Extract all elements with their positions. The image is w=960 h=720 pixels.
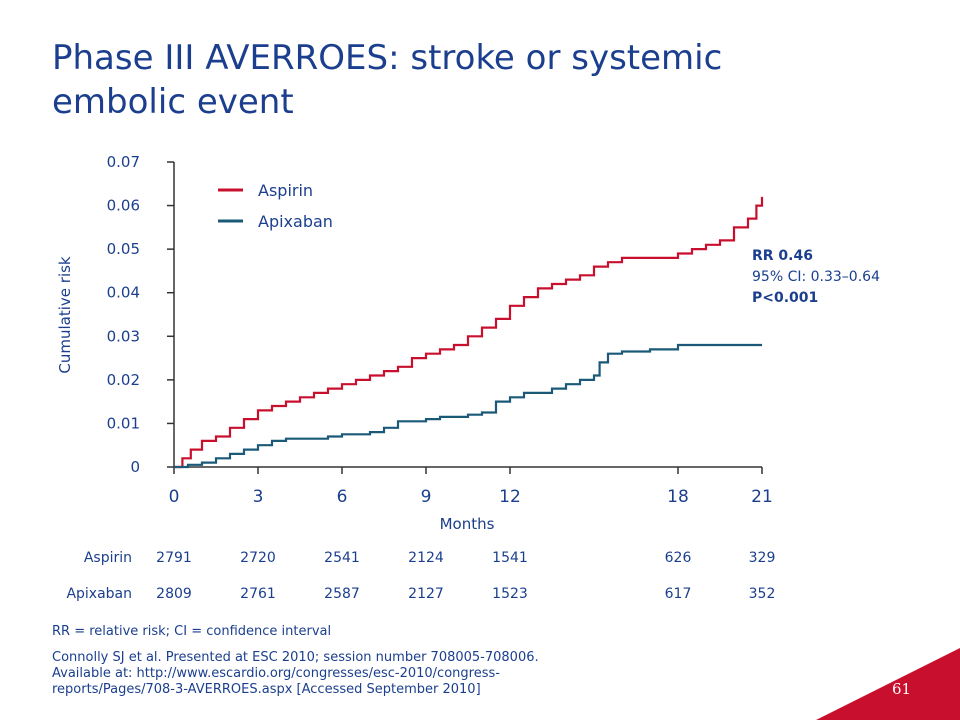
rr-value: RR 0.46 [752, 248, 813, 264]
legend-label-aspirin: Aspirin [258, 181, 313, 200]
y-tick-label: 0 [130, 458, 140, 476]
at-risk-value: 2791 [156, 550, 192, 566]
ci-value: 95% CI: 0.33–0.64 [752, 269, 880, 285]
at-risk-value: 2124 [408, 550, 444, 566]
at-risk-value: 352 [749, 586, 776, 602]
at-risk-value: 2720 [240, 550, 276, 566]
x-tick-label: 6 [337, 487, 348, 507]
at-risk-value: 329 [749, 550, 776, 566]
at-risk-value: 2541 [324, 550, 360, 566]
reference-line: Available at: http://www.escardio.org/co… [52, 666, 500, 681]
y-tick-label: 0.03 [107, 327, 140, 345]
y-tick-label: 0.01 [107, 414, 140, 432]
x-tick-label: 0 [169, 487, 180, 507]
at-risk-value: 2127 [408, 586, 444, 602]
y-tick-label: 0.05 [107, 240, 140, 258]
rr-stats: RR 0.46 95% CI: 0.33–0.64 P<0.001 [752, 246, 880, 309]
at-risk-row-label: Apixaban [66, 586, 132, 602]
y-tick-label: 0.04 [107, 284, 140, 302]
at-risk-value: 1541 [492, 550, 528, 566]
x-tick-label: 3 [253, 487, 264, 507]
series-line-apixaban [174, 343, 762, 469]
x-tick-label: 18 [667, 487, 689, 507]
at-risk-value: 2587 [324, 586, 360, 602]
x-tick-label: 9 [421, 487, 432, 507]
reference-line: reports/Pages/708-3-AVERROES.aspx [Acces… [52, 682, 481, 697]
corner-decoration [816, 648, 960, 720]
at-risk-value: 617 [665, 586, 692, 602]
at-risk-value: 626 [665, 550, 692, 566]
slide-title: Phase III AVERROES: stroke or systemic e… [52, 38, 723, 122]
x-axis-label: Months [440, 515, 495, 533]
reference: Connolly SJ et al. Presented at ESC 2010… [52, 650, 672, 698]
y-tick-label: 0.02 [107, 371, 140, 389]
at-risk-row-label: Aspirin [84, 550, 132, 566]
abbreviation-footnote: RR = relative risk; CI = confidence inte… [52, 624, 332, 639]
series-line-aspirin [174, 196, 764, 469]
y-tick-label: 0.07 [107, 153, 140, 171]
at-risk-value: 2809 [156, 586, 192, 602]
x-tick-label: 12 [499, 487, 521, 507]
x-tick-label: 21 [751, 487, 773, 507]
at-risk-value: 1523 [492, 586, 528, 602]
y-tick-label: 0.06 [107, 197, 140, 215]
p-value: P<0.001 [752, 290, 819, 306]
reference-line: Connolly SJ et al. Presented at ESC 2010… [52, 650, 539, 665]
legend-label-apixaban: Apixaban [258, 212, 333, 231]
at-risk-value: 2761 [240, 586, 276, 602]
page-number: 61 [892, 680, 912, 698]
y-axis-label: Cumulative risk [56, 256, 74, 374]
